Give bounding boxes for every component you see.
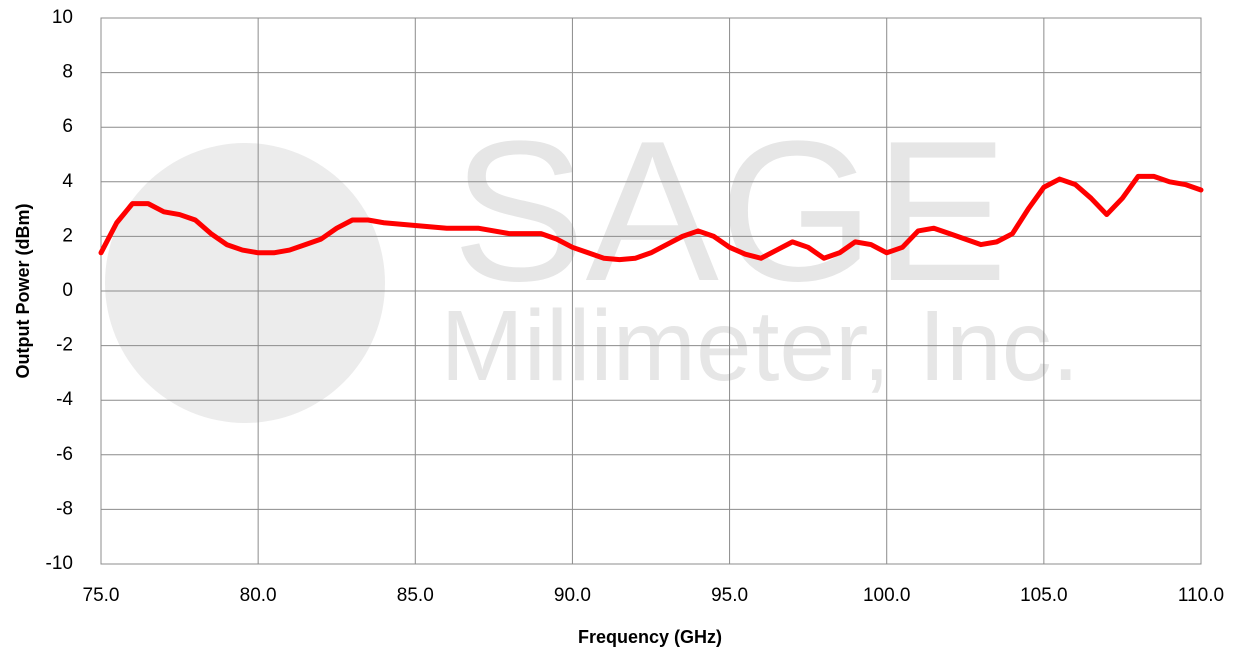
- x-tick-label: 110.0: [1178, 585, 1224, 606]
- x-tick-label: 90.0: [554, 585, 591, 606]
- y-tick-label: -4: [56, 389, 73, 410]
- y-tick-label: 2: [62, 225, 73, 246]
- y-tick-label: -10: [46, 553, 73, 574]
- x-tick-label: 80.0: [240, 585, 277, 606]
- plot-frame: [100, 17, 1202, 565]
- y-tick-label: -8: [56, 498, 73, 519]
- x-axis-label: Frequency (GHz): [578, 627, 722, 647]
- y-tick-label: 0: [62, 280, 73, 301]
- y-tick-label: 6: [62, 116, 73, 137]
- y-tick-label: 8: [62, 62, 73, 83]
- x-tick-label: 100.0: [863, 585, 911, 606]
- y-tick-label: -2: [56, 335, 73, 356]
- y-tick-label: -6: [56, 444, 73, 465]
- x-tick-label: 95.0: [711, 585, 748, 606]
- x-tick-label: 105.0: [1020, 585, 1068, 606]
- data-line: [98, 173, 1204, 263]
- watermark-logo: [105, 143, 385, 423]
- x-tick-label: 75.0: [83, 585, 120, 606]
- x-tick-label: 85.0: [397, 585, 434, 606]
- y-tick-label: 10: [52, 7, 73, 28]
- y-tick-label: 4: [62, 171, 73, 192]
- y-axis-label: Output Power (dBm): [13, 204, 33, 379]
